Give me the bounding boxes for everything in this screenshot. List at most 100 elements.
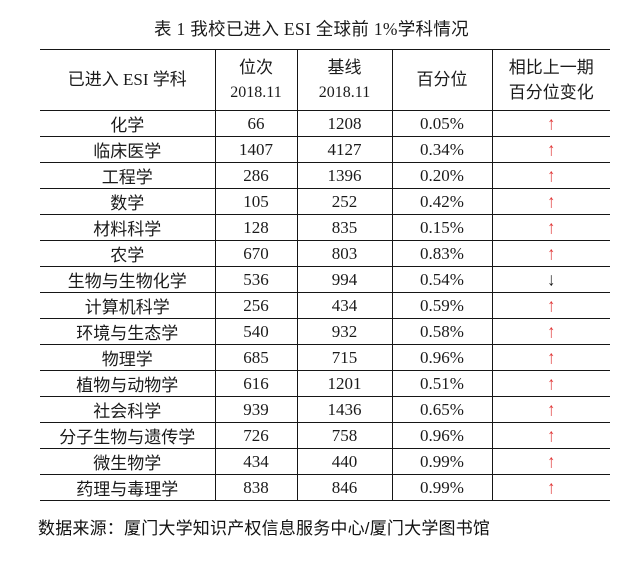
- percentile-cell: 0.99%: [391, 474, 493, 501]
- percentile-cell: 0.51%: [391, 370, 493, 397]
- rank-cell: 939: [214, 396, 298, 423]
- percentile-cell: 0.05%: [391, 110, 493, 137]
- change-cell: ↑: [491, 370, 610, 397]
- baseline-cell: 835: [296, 214, 393, 241]
- change-cell: ↑: [491, 162, 610, 189]
- change-cell: ↓: [491, 266, 610, 293]
- up-arrow-icon: ↑: [547, 478, 556, 498]
- up-arrow-icon: ↑: [547, 322, 556, 342]
- up-arrow-icon: ↑: [547, 374, 556, 394]
- rank-cell: 286: [214, 162, 298, 189]
- percentile-cell: 0.58%: [391, 318, 493, 345]
- table-row: 计算机科学 256 434 0.59% ↑: [40, 292, 610, 319]
- table-row: 植物与动物学 616 1201 0.51% ↑: [40, 370, 610, 397]
- percentile-cell: 0.15%: [391, 214, 493, 241]
- baseline-cell: 715: [296, 344, 393, 371]
- up-arrow-icon: ↑: [547, 244, 556, 264]
- header-change-line2: 百分位变化: [508, 83, 594, 102]
- subject-cell: 工程学: [40, 162, 216, 189]
- rank-cell: 616: [214, 370, 298, 397]
- subject-cell: 计算机科学: [40, 292, 216, 319]
- rank-cell: 536: [214, 266, 298, 293]
- up-arrow-icon: ↑: [547, 452, 556, 472]
- table-row: 工程学 286 1396 0.20% ↑: [40, 162, 610, 189]
- percentile-cell: 0.99%: [391, 448, 493, 475]
- table-body: 化学 66 1208 0.05% ↑ 临床医学 1407 4127 0.34% ↑ 工程学 286 13…: [40, 110, 610, 501]
- rank-cell: 838: [214, 474, 298, 501]
- header-baseline: 基线 2018.11: [296, 49, 393, 111]
- change-cell: ↑: [491, 136, 610, 163]
- table-row: 临床医学 1407 4127 0.34% ↑: [40, 136, 610, 163]
- baseline-cell: 1208: [296, 110, 393, 137]
- change-cell: ↑: [491, 344, 610, 371]
- percentile-cell: 0.34%: [391, 136, 493, 163]
- percentile-cell: 0.65%: [391, 396, 493, 423]
- change-cell: ↑: [491, 188, 610, 215]
- esi-subjects-table: 已进入 ESI 学科 位次 2018.11 基线 2018.11 百分位 相比上…: [40, 49, 610, 501]
- subject-cell: 植物与动物学: [40, 370, 216, 397]
- baseline-cell: 440: [296, 448, 393, 475]
- up-arrow-icon: ↑: [547, 296, 556, 316]
- rank-cell: 1407: [214, 136, 298, 163]
- data-source-note: 数据来源：厦门大学知识产权信息服务中心/厦门大学图书馆: [38, 519, 491, 538]
- table-row: 社会科学 939 1436 0.65% ↑: [40, 396, 610, 423]
- change-cell: ↑: [491, 110, 610, 137]
- baseline-cell: 803: [296, 240, 393, 267]
- percentile-cell: 0.96%: [391, 344, 493, 371]
- rank-cell: 434: [214, 448, 298, 475]
- percentile-cell: 0.54%: [391, 266, 493, 293]
- header-percentile-label: 百分位: [416, 70, 468, 90]
- subject-cell: 数学: [40, 188, 216, 215]
- header-rank-label: 位次: [239, 58, 273, 78]
- up-arrow-icon: ↑: [547, 426, 556, 446]
- up-arrow-icon: ↑: [547, 192, 556, 212]
- header-subject: 已进入 ESI 学科: [40, 49, 216, 111]
- up-arrow-icon: ↑: [547, 140, 556, 160]
- baseline-cell: 1436: [296, 396, 393, 423]
- header-percentile: 百分位: [391, 49, 493, 111]
- rank-cell: 66: [214, 110, 298, 137]
- down-arrow-icon: ↓: [547, 270, 556, 290]
- table-row: 药理与毒理学 838 846 0.99% ↑: [40, 474, 610, 501]
- rank-cell: 105: [214, 188, 298, 215]
- header-change: 相比上一期 百分位变化: [491, 49, 610, 111]
- baseline-cell: 252: [296, 188, 393, 215]
- rank-cell: 670: [214, 240, 298, 267]
- baseline-cell: 932: [296, 318, 393, 345]
- change-cell: ↑: [491, 474, 610, 501]
- header-subject-label: 已进入 ESI 学科: [67, 70, 187, 90]
- header-row: 已进入 ESI 学科 位次 2018.11 基线 2018.11 百分位 相比上…: [40, 49, 610, 111]
- rank-cell: 540: [214, 318, 298, 345]
- table-row: 微生物学 434 440 0.99% ↑: [40, 448, 610, 475]
- subject-cell: 微生物学: [40, 448, 216, 475]
- baseline-cell: 758: [296, 422, 393, 449]
- table-title: 表 1 我校已进入 ESI 全球前 1%学科情况: [154, 19, 469, 39]
- up-arrow-icon: ↑: [547, 348, 556, 368]
- change-cell: ↑: [491, 214, 610, 241]
- header-baseline-date: 2018.11: [318, 83, 371, 101]
- percentile-cell: 0.42%: [391, 188, 493, 215]
- table-row: 物理学 685 715 0.96% ↑: [40, 344, 610, 371]
- rank-cell: 256: [214, 292, 298, 319]
- header-baseline-label: 基线: [327, 58, 362, 78]
- percentile-cell: 0.96%: [391, 422, 493, 449]
- percentile-cell: 0.20%: [391, 162, 493, 189]
- subject-cell: 临床医学: [40, 136, 216, 163]
- table-row: 数学 105 252 0.42% ↑: [40, 188, 610, 215]
- table-row: 环境与生态学 540 932 0.58% ↑: [40, 318, 610, 345]
- rank-cell: 726: [214, 422, 298, 449]
- change-cell: ↑: [491, 448, 610, 475]
- up-arrow-icon: ↑: [547, 114, 556, 134]
- percentile-cell: 0.83%: [391, 240, 493, 267]
- subject-cell: 农学: [40, 240, 216, 267]
- change-cell: ↑: [491, 422, 610, 449]
- subject-cell: 化学: [40, 110, 216, 137]
- baseline-cell: 1201: [296, 370, 393, 397]
- rank-cell: 128: [214, 214, 298, 241]
- baseline-cell: 1396: [296, 162, 393, 189]
- change-cell: ↑: [491, 396, 610, 423]
- subject-cell: 物理学: [40, 344, 216, 371]
- subject-cell: 分子生物与遗传学: [40, 422, 216, 449]
- table-row: 化学 66 1208 0.05% ↑: [40, 110, 610, 137]
